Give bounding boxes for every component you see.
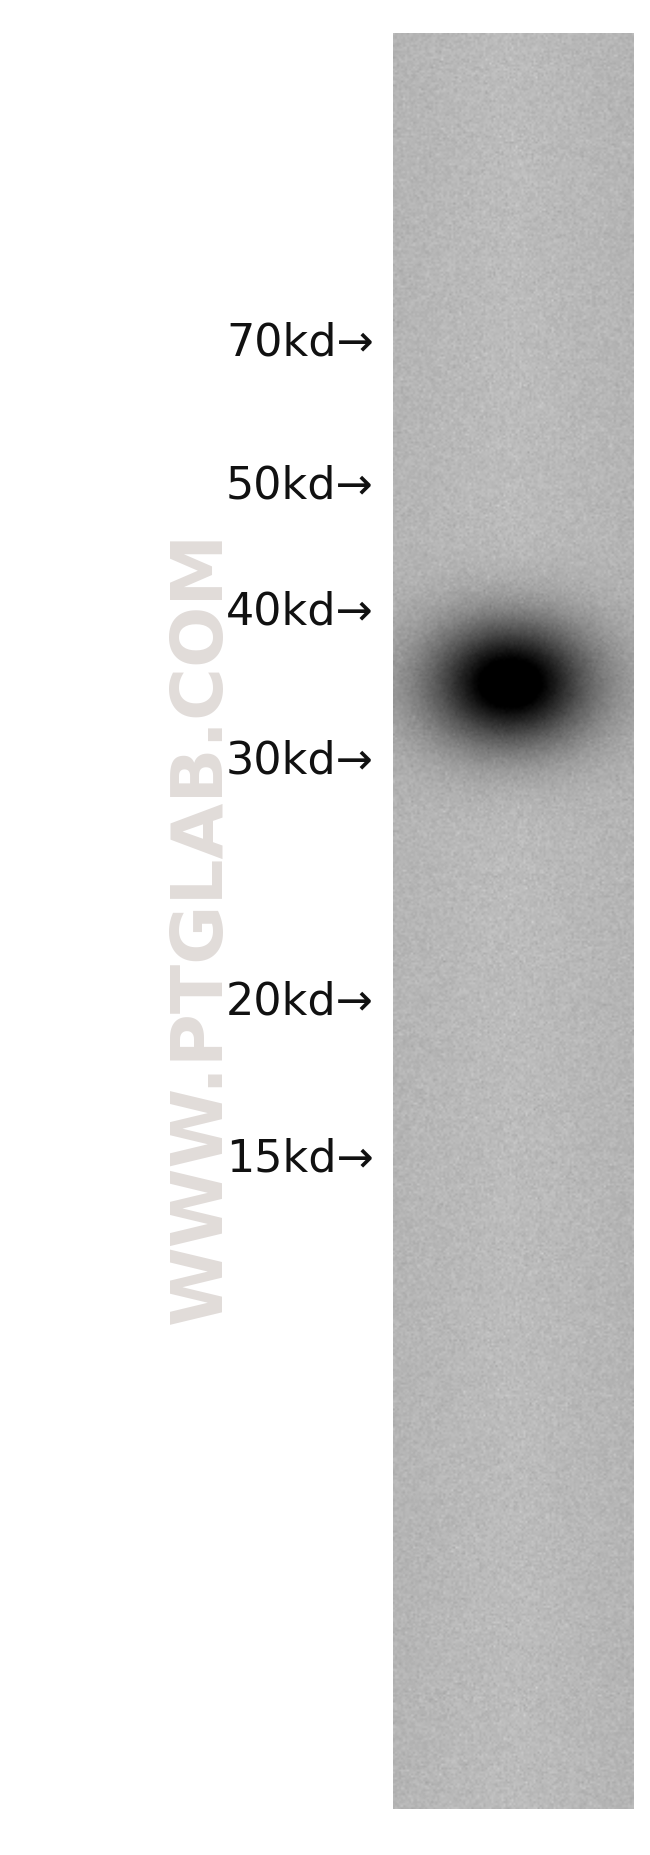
Text: 70kd→: 70kd→ bbox=[226, 321, 374, 365]
Text: 50kd→: 50kd→ bbox=[226, 464, 374, 508]
Text: 30kd→: 30kd→ bbox=[226, 738, 374, 783]
Text: 20kd→: 20kd→ bbox=[226, 979, 374, 1024]
Text: 15kd→: 15kd→ bbox=[226, 1137, 374, 1182]
Text: 40kd→: 40kd→ bbox=[226, 590, 374, 634]
Text: WWW.PTGLAB.COM: WWW.PTGLAB.COM bbox=[167, 531, 236, 1324]
